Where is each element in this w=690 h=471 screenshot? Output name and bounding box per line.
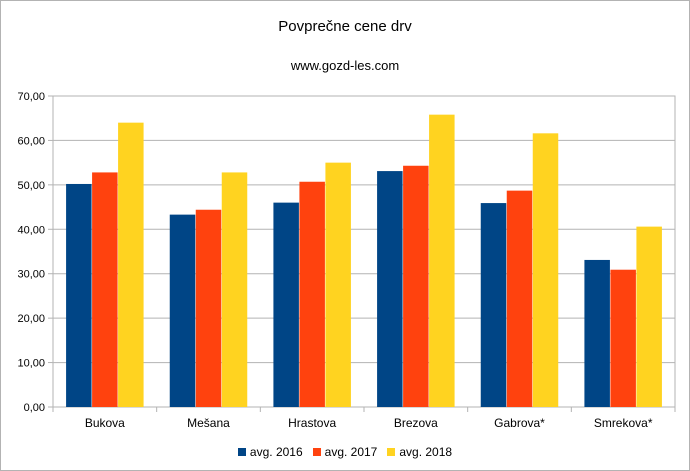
- bar: [610, 269, 636, 407]
- y-tick-label: 70,00: [17, 91, 45, 103]
- x-tick-label: Mešana: [187, 416, 230, 430]
- bar: [299, 181, 325, 407]
- bar: [377, 171, 403, 407]
- bar: [480, 203, 507, 407]
- y-tick-label: 30,00: [17, 269, 45, 281]
- y-tick-label: 40,00: [17, 224, 45, 236]
- legend-swatch: [237, 448, 246, 456]
- bar: [66, 183, 92, 407]
- bar: [273, 202, 299, 407]
- legend-item: avg. 2018: [387, 445, 452, 459]
- legend-label: avg. 2018: [399, 445, 453, 459]
- bar: [195, 209, 222, 407]
- legend-label: avg. 2016: [249, 445, 303, 459]
- x-tick-label: Gabrova*: [494, 416, 545, 430]
- chart-subtitle: www.gozd-les.com: [290, 58, 400, 73]
- bar: [325, 162, 351, 407]
- y-tick-label: 50,00: [17, 180, 45, 192]
- bar: [429, 114, 455, 407]
- x-tick-label: Smrekova*: [594, 416, 653, 430]
- legend-swatch: [387, 448, 396, 456]
- bar: [92, 172, 118, 407]
- legend-item: avg. 2016: [237, 445, 303, 459]
- bar: [532, 133, 559, 407]
- bar: [221, 172, 248, 407]
- bar: [636, 226, 662, 407]
- legend-item: avg. 2017: [312, 445, 378, 459]
- y-tick-label: 20,00: [17, 313, 45, 325]
- x-tick-label: Hrastova: [288, 416, 336, 430]
- chart-title: Povprečne cene drv: [278, 18, 412, 35]
- y-tick-label: 60,00: [17, 135, 45, 147]
- x-tick-label: Bukova: [85, 416, 125, 430]
- x-tick-label: Brezova: [394, 416, 438, 430]
- bar: [506, 190, 533, 407]
- y-tick-label: 0,00: [24, 402, 45, 414]
- y-tick-label: 10,00: [17, 358, 45, 370]
- legend-swatch: [312, 448, 321, 456]
- bar: [584, 259, 610, 407]
- bar: [169, 214, 196, 407]
- bar: [403, 165, 429, 407]
- chart-legend: avg. 2016 avg. 2017 avg. 2018: [0, 445, 690, 459]
- legend-label: avg. 2017: [324, 445, 378, 459]
- plot-area: [52, 95, 676, 408]
- bar: [118, 122, 144, 408]
